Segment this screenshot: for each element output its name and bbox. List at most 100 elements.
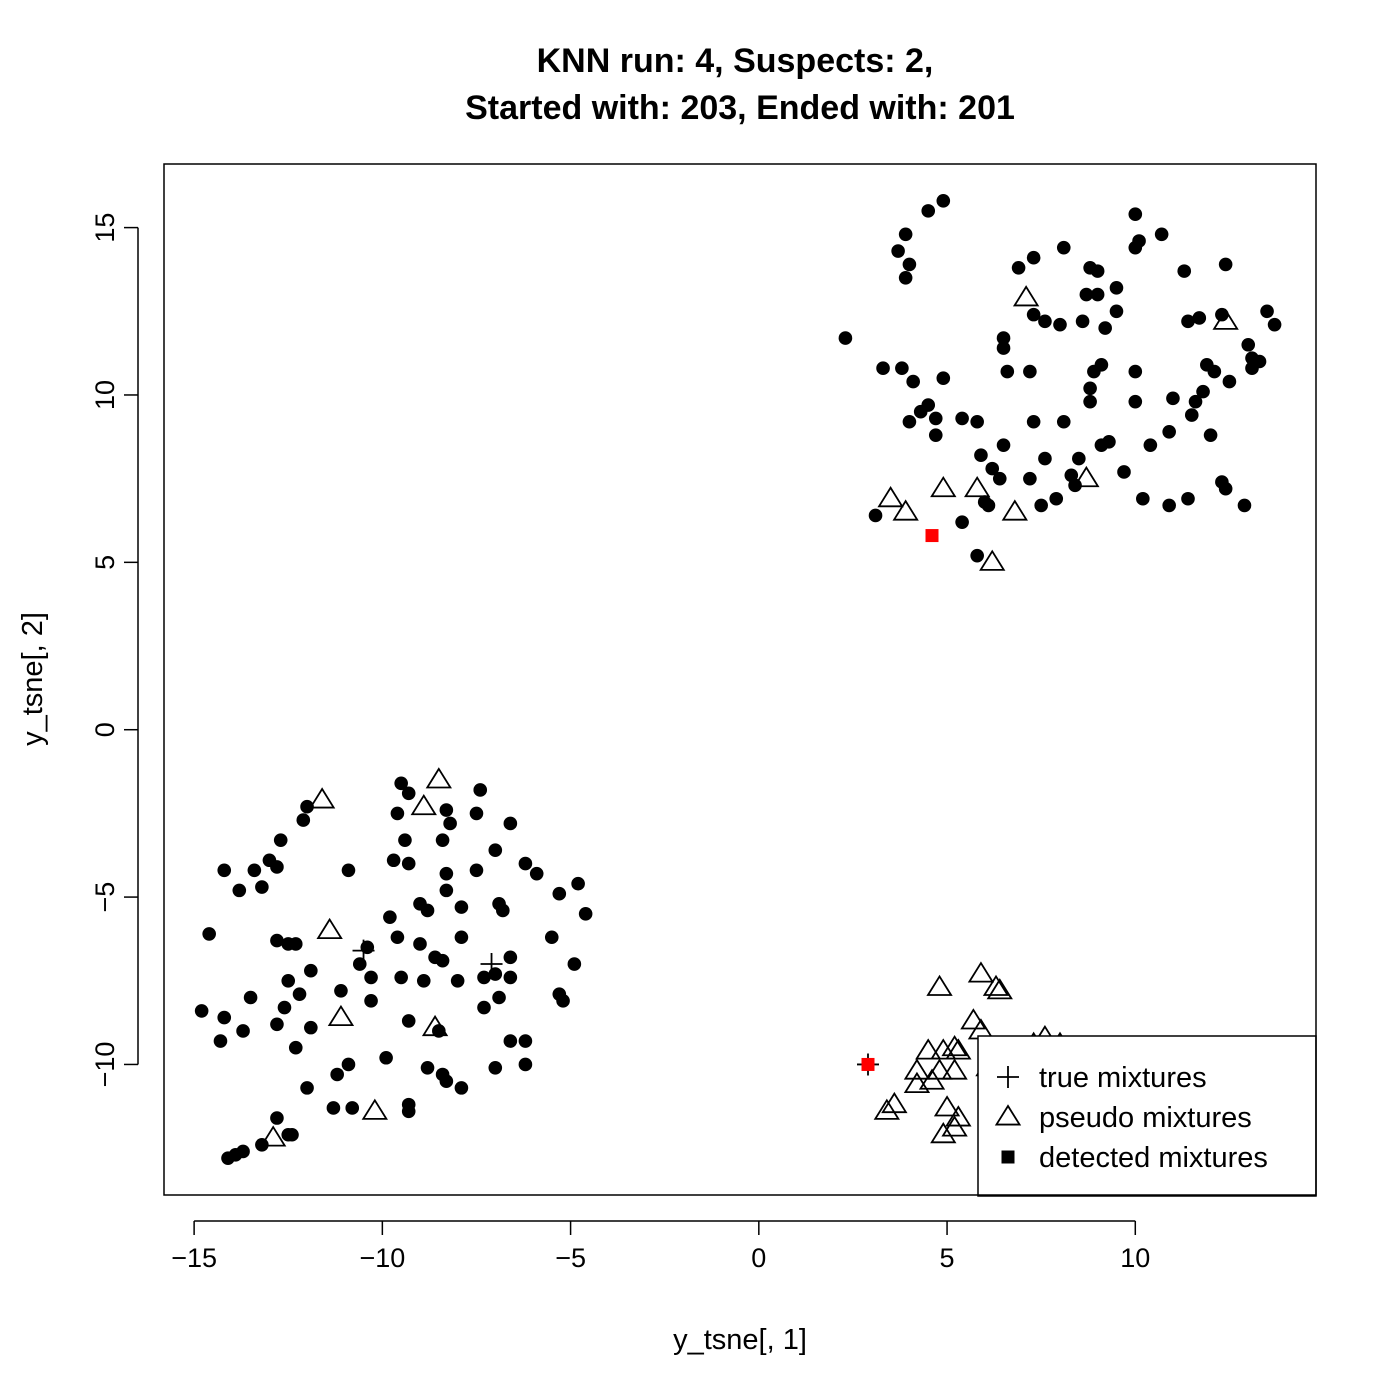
point-plus (480, 953, 503, 976)
point-dot (364, 970, 378, 985)
x-tick-label: −10 (359, 1243, 405, 1273)
point-dot (1184, 408, 1199, 422)
point-dot (1207, 364, 1222, 379)
point-dot (345, 1101, 360, 1115)
point-dot (1188, 394, 1203, 409)
point-dot (1267, 317, 1282, 332)
point-dot (236, 1024, 250, 1038)
point-dot (232, 883, 247, 898)
point-dot (1026, 250, 1041, 265)
point-dot (928, 411, 943, 426)
point-dot (1241, 337, 1256, 352)
legend: true mixtures pseudo mixtures detected mix… (977, 1035, 1317, 1197)
point-dot (277, 1000, 292, 1015)
point-dot (394, 776, 408, 791)
point-plus (352, 939, 375, 962)
point-dot (469, 806, 484, 821)
point-dot (503, 950, 518, 965)
point-dot (974, 448, 988, 463)
point-dot (255, 880, 269, 894)
point-dot (194, 1004, 209, 1018)
x-axis-label: y_tsne[, 1] (673, 1324, 807, 1356)
point-dot (273, 833, 288, 847)
point-dot (1128, 394, 1143, 409)
point-dot (341, 863, 356, 878)
point-triangle (361, 1098, 388, 1120)
y-axis: −10 −5 0 5 10 15 (90, 213, 139, 1088)
point-dot (217, 1010, 232, 1025)
point-triangle (1212, 308, 1239, 330)
chart-title-line-1: KNN run: 4, Suspects: 2, (537, 42, 934, 80)
point-triangle (425, 767, 452, 789)
point-dot (454, 1081, 469, 1095)
point-dot (1218, 481, 1233, 496)
point-dot (352, 957, 367, 971)
point-dot (1162, 498, 1176, 513)
point-dot (435, 833, 450, 847)
point-dot (906, 374, 920, 389)
legend-label: pseudo mixtures (1039, 1102, 1252, 1134)
point-dot (996, 341, 1011, 355)
point-triangle (933, 1095, 961, 1117)
point-dot (503, 1034, 518, 1048)
point-dot (439, 803, 454, 817)
point-triangle (945, 1105, 972, 1127)
point-dot (902, 414, 917, 429)
legend-label: detected mixtures (1039, 1142, 1268, 1174)
point-triangle (903, 1058, 931, 1080)
point-dot (270, 1017, 284, 1032)
y-tick-label: −10 (90, 1042, 120, 1088)
point-dot (1143, 438, 1158, 452)
point-dot (1011, 260, 1026, 275)
point-dot (247, 863, 262, 878)
point-triangle (308, 787, 336, 809)
point-triangle (930, 475, 957, 498)
point-dot (477, 1000, 491, 1015)
point-dot (1102, 435, 1116, 449)
point-dot (300, 1081, 314, 1095)
point-dot (868, 508, 883, 523)
point-dot (390, 930, 405, 945)
point-dot (1079, 287, 1094, 302)
point-dot (891, 244, 905, 258)
point-dot (1109, 281, 1124, 295)
point-triangle (892, 499, 919, 521)
point-dot (1083, 394, 1097, 409)
point-dot (469, 863, 484, 878)
point-dot (401, 1014, 416, 1028)
point-triangle (918, 1068, 946, 1090)
point-triangle (1012, 285, 1040, 307)
point-dot (330, 1067, 344, 1082)
y-axis-label: y_tsne[, 2] (17, 612, 49, 746)
point-dot (334, 984, 348, 998)
point-dot (970, 414, 984, 429)
point-dot (996, 331, 1011, 345)
point-triangle (979, 549, 1006, 571)
point-dot (488, 967, 503, 981)
point-dot (401, 786, 416, 801)
legend-label: true mixtures (1039, 1062, 1207, 1094)
point-dot (981, 498, 996, 513)
point-dot (394, 970, 408, 985)
point-dot (955, 515, 969, 529)
point-dot (913, 404, 928, 419)
x-tick-label: −5 (555, 1243, 586, 1273)
point-dot (1026, 307, 1041, 322)
point-dot (439, 866, 454, 881)
x-axis: −15 −10 −5 0 5 10 (171, 1220, 1150, 1273)
point-triangle (930, 1038, 957, 1060)
point-dot (1000, 364, 1015, 379)
point-dot (578, 907, 593, 921)
y-tick-label: 10 (90, 380, 120, 410)
point-dot (221, 1151, 235, 1165)
point-triangle (260, 1125, 287, 1147)
points-layer (194, 194, 1282, 1165)
point-triangle (945, 1038, 972, 1060)
point-dot (1203, 428, 1218, 442)
legend-marker-triangle (994, 1104, 1022, 1126)
point-dot (902, 257, 917, 272)
point-dot (450, 973, 465, 988)
point-dot (300, 799, 314, 814)
point-dot (1128, 240, 1143, 255)
point-dot (1162, 424, 1176, 439)
